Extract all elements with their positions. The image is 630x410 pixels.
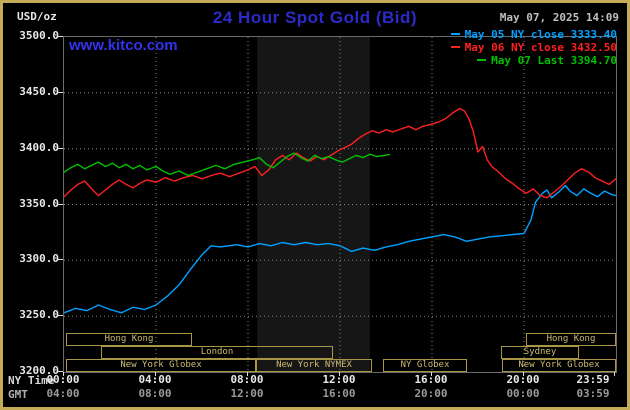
legend-label-may05: May 05 NY close 3333.40 xyxy=(464,28,617,41)
legend: May 05 NY close 3333.40 May 06 NY close … xyxy=(450,28,617,67)
y-axis-tick xyxy=(58,36,63,37)
session-box-hong-kong: Hong Kong xyxy=(66,333,192,346)
chart-datetime: May 07, 2025 14:09 xyxy=(499,11,619,24)
y-tick-label: 3500.0 xyxy=(19,29,59,42)
y-tick-label: 3300.0 xyxy=(19,252,59,265)
chart-canvas xyxy=(64,37,616,372)
x-tick-label-gmt: 08:00 xyxy=(138,387,172,400)
session-box-hong-kong: Hong Kong xyxy=(526,333,616,346)
x-axis-tick xyxy=(523,372,524,376)
x-axis-tick xyxy=(614,372,615,376)
session-box-new-york-nymex: New York NYMEX xyxy=(256,359,372,372)
y-axis-tick xyxy=(58,148,63,149)
legend-item-may05: May 05 NY close 3333.40 xyxy=(450,28,617,41)
market-sessions: Hong Kong Hong Kong London Sydney New York G… xyxy=(64,37,616,372)
legend-label-may06: May 06 NY close 3432.50 xyxy=(464,41,617,54)
legend-label-may07: May 07 Last 3394.70 xyxy=(491,54,617,67)
x-tick-label-gmt: 03:59 xyxy=(576,387,610,400)
x-axis-caption-gmt: GMT xyxy=(8,388,28,401)
y-axis-tick xyxy=(58,259,63,260)
y-axis-tick xyxy=(58,92,63,93)
x-axis-tick xyxy=(155,372,156,376)
kitco-watermark-link[interactable]: www.kitco.com xyxy=(69,37,178,54)
y-tick-label: 3450.0 xyxy=(19,85,59,98)
x-axis-tick xyxy=(339,372,340,376)
series-swatch-may05-icon xyxy=(450,33,460,35)
x-tick-label-gmt: 20:00 xyxy=(414,387,448,400)
y-tick-label: 3250.0 xyxy=(19,308,59,321)
session-box-london: London xyxy=(101,346,333,359)
y-axis-tick xyxy=(58,371,63,372)
x-tick-label-gmt: 16:00 xyxy=(322,387,356,400)
y-tick-label: 3200.0 xyxy=(19,364,59,377)
y-axis-units-label: USD/oz xyxy=(17,10,57,23)
x-axis-tick xyxy=(63,372,64,376)
x-axis-caption-ny: NY Time xyxy=(8,374,55,387)
x-axis-tick xyxy=(431,372,432,376)
y-tick-label: 3350.0 xyxy=(19,197,59,210)
x-tick-label-gmt: 12:00 xyxy=(230,387,264,400)
x-tick-label-gmt: 00:00 xyxy=(506,387,540,400)
session-box-ny-globex: NY Globex xyxy=(383,359,467,372)
price-series-may07 xyxy=(64,152,391,177)
legend-item-may07: May 07 Last 3394.70 xyxy=(451,54,617,67)
x-axis-tick xyxy=(247,372,248,376)
x-tick-label-ny: 23:59 xyxy=(576,373,610,386)
x-tick-label-ny: 16:00 xyxy=(414,373,448,386)
x-tick-label-ny: 04:00 xyxy=(138,373,172,386)
y-axis-tick xyxy=(58,204,63,205)
x-tick-label-ny: 20:00 xyxy=(506,373,540,386)
x-tick-label-ny: 08:00 xyxy=(230,373,264,386)
x-tick-label-ny: 00:00 xyxy=(46,373,80,386)
x-tick-label-gmt: 04:00 xyxy=(46,387,80,400)
price-series-may06 xyxy=(64,107,616,199)
nymex-session-highlight-band xyxy=(257,37,370,372)
legend-item-may06: May 06 NY close 3432.50 xyxy=(450,41,617,54)
plot-area: Hong Kong Hong Kong London Sydney New York G… xyxy=(63,36,617,373)
session-box-new-york-globex: New York Globex xyxy=(66,359,256,372)
x-tick-label-ny: 12:00 xyxy=(322,373,356,386)
session-box-new-york-globex: New York Globex xyxy=(502,359,616,372)
series-swatch-may07-icon xyxy=(477,59,487,61)
price-series-may05 xyxy=(64,184,616,314)
y-axis-tick xyxy=(58,315,63,316)
chart-title: 24 Hour Spot Gold (Bid) xyxy=(212,8,418,27)
session-box-sydney: Sydney xyxy=(501,346,579,359)
y-tick-label: 3400.0 xyxy=(19,141,59,154)
series-swatch-may06-icon xyxy=(450,46,460,48)
